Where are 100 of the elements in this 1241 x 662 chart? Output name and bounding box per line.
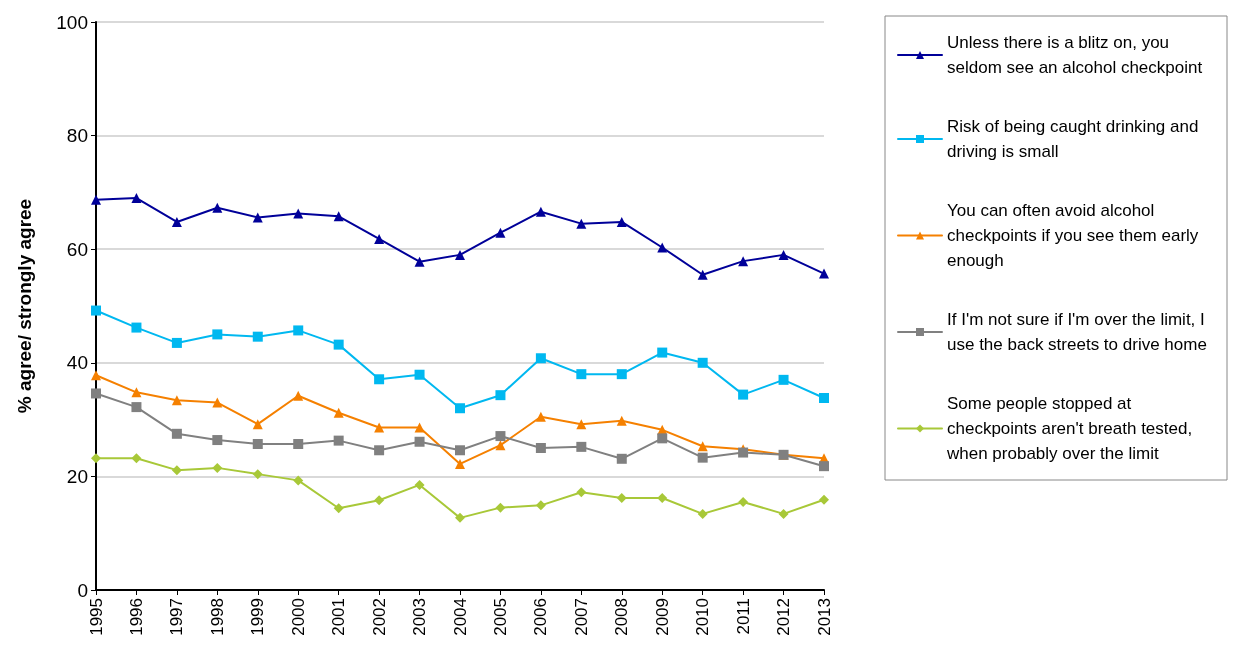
point — [778, 374, 789, 385]
x-tick-label: 2009 — [652, 598, 672, 636]
point — [819, 494, 829, 505]
point — [293, 475, 304, 486]
point — [333, 211, 344, 222]
point — [131, 453, 142, 464]
point — [495, 431, 506, 442]
point — [91, 370, 101, 381]
point — [455, 403, 465, 414]
point — [131, 193, 142, 204]
point — [455, 458, 465, 469]
point — [252, 439, 263, 450]
point — [212, 462, 223, 473]
point — [91, 453, 101, 464]
point — [535, 353, 546, 364]
legend-label: Some people stopped at checkpoints aren't breath tested, when probably over the limit — [946, 394, 1197, 463]
point — [535, 411, 546, 422]
point — [495, 440, 506, 451]
point — [91, 194, 101, 205]
point — [819, 461, 829, 472]
point — [131, 322, 142, 333]
point — [616, 369, 627, 380]
point — [697, 269, 708, 280]
y-tick-label: 40 — [66, 352, 88, 374]
point — [819, 268, 829, 279]
point — [778, 249, 789, 260]
point — [212, 435, 223, 446]
legend-label: Risk of being caught drinking and driving is small — [947, 117, 1204, 161]
point — [738, 256, 749, 267]
point — [455, 512, 465, 523]
point — [535, 443, 546, 453]
x-tick-label: 2008 — [612, 598, 632, 636]
x-tick-label: 2011 — [733, 598, 753, 635]
point — [414, 256, 425, 267]
point — [697, 441, 708, 452]
point — [171, 428, 182, 439]
point — [414, 422, 425, 433]
point — [171, 395, 182, 406]
point — [819, 393, 829, 404]
y-tick-label: 20 — [66, 465, 88, 487]
point — [212, 202, 223, 213]
y-axis-title: % agree/ strongly agree — [14, 198, 35, 414]
x-tick-label: 2002 — [369, 598, 389, 636]
point — [414, 479, 425, 490]
point — [374, 233, 385, 244]
y-tick-label: 0 — [77, 579, 88, 601]
point — [657, 242, 668, 253]
point — [333, 407, 344, 418]
point — [576, 487, 587, 498]
point — [91, 388, 101, 399]
point — [495, 227, 506, 238]
point — [252, 331, 263, 342]
point — [576, 441, 587, 452]
x-tick-label: 2000 — [288, 598, 308, 636]
point — [455, 249, 465, 260]
point — [455, 445, 465, 456]
legend-label: You can often avoid alcohol checkpoints if you see them early enough — [947, 201, 1204, 270]
point — [738, 496, 749, 507]
y-tick-label: 60 — [66, 238, 88, 260]
point — [616, 453, 627, 464]
point — [495, 502, 506, 513]
point — [657, 347, 668, 358]
point — [333, 435, 344, 446]
point — [697, 452, 708, 463]
point — [738, 389, 749, 400]
point — [333, 503, 344, 514]
point — [171, 216, 182, 227]
x-tick-label: 2001 — [329, 598, 349, 636]
point — [252, 419, 263, 430]
point — [374, 422, 385, 433]
point — [252, 469, 263, 480]
y-tick-label: 80 — [66, 125, 88, 147]
x-tick-label: 2012 — [774, 598, 794, 636]
point — [576, 419, 587, 430]
x-tick-label: 2006 — [531, 598, 551, 636]
point — [414, 369, 425, 380]
point — [616, 492, 627, 503]
point — [576, 369, 587, 380]
point — [576, 218, 587, 229]
point — [616, 216, 627, 227]
legend-label: If I'm not sure if I'm over the limit, I use the back streets to drive home — [947, 310, 1210, 354]
point — [91, 305, 101, 316]
point — [171, 337, 182, 348]
x-tick-label: 1996 — [126, 598, 146, 636]
y-tick-label: 100 — [56, 11, 88, 33]
point — [495, 390, 506, 401]
point — [171, 465, 182, 476]
x-tick-label: 1997 — [167, 598, 187, 636]
x-tick-label: 2005 — [490, 598, 510, 636]
x-tick-label: 1999 — [248, 598, 268, 636]
point — [697, 357, 708, 368]
x-tick-label: 2004 — [450, 598, 470, 636]
x-tick-label: 2010 — [693, 598, 713, 636]
point — [374, 374, 385, 385]
point — [293, 439, 304, 450]
point — [778, 508, 789, 519]
point — [374, 445, 385, 456]
x-tick-label: 2003 — [410, 598, 430, 636]
point — [293, 390, 304, 401]
x-tick-label: 2013 — [814, 598, 834, 636]
